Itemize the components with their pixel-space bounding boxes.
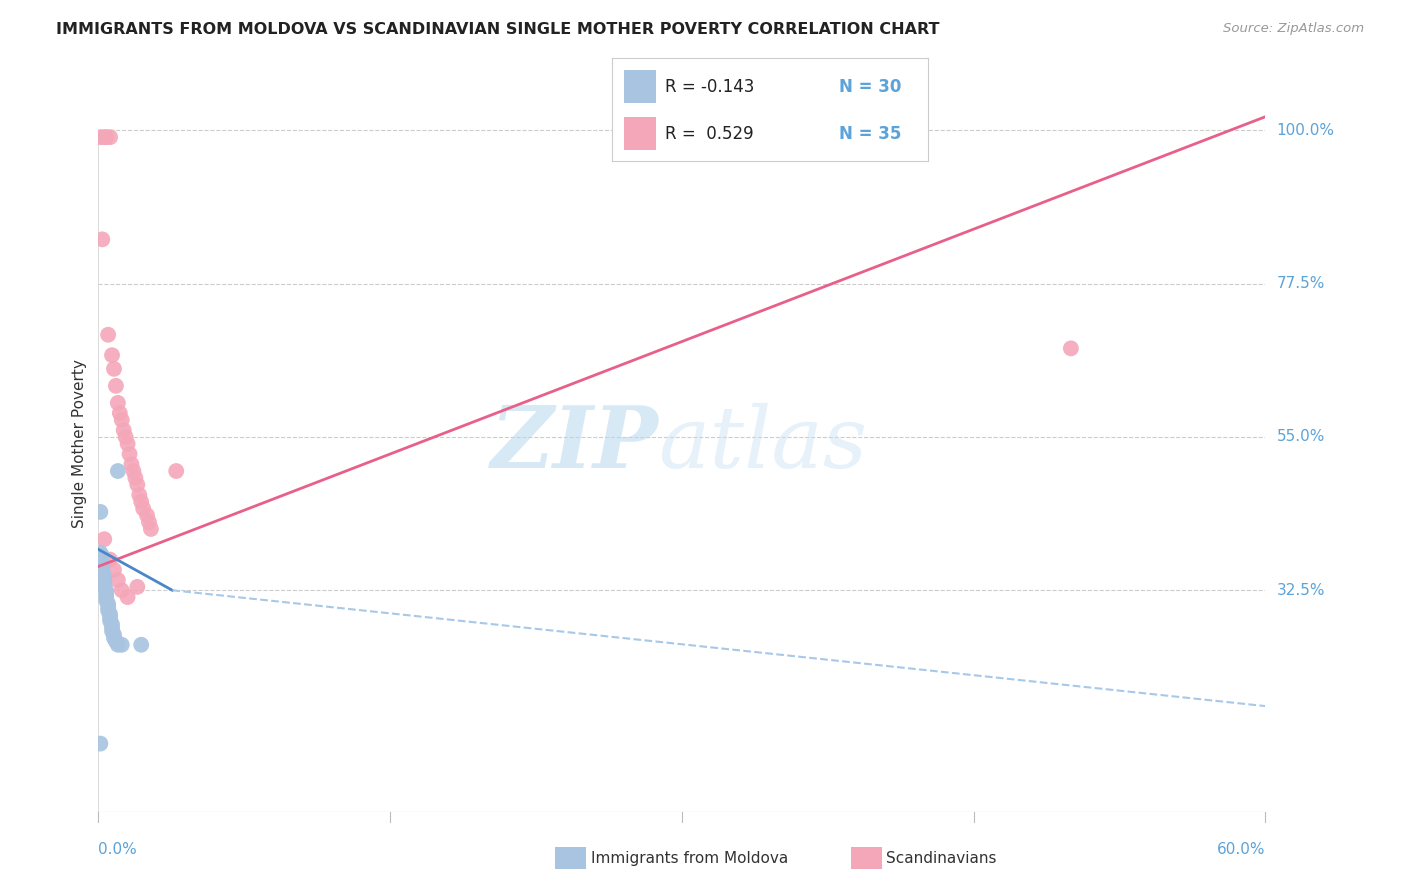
Point (1060, 342, 1083, 356)
Point (101, 624, 124, 639)
Point (104, 379, 127, 393)
Point (98, 552, 121, 566)
Point (91, 559, 114, 574)
Point (129, 638, 152, 652)
Point (112, 423, 135, 437)
Point (97, 600, 120, 615)
Text: Source: ZipAtlas.com: Source: ZipAtlas.com (1223, 22, 1364, 36)
Point (97, 327, 120, 342)
Point (117, 436, 139, 450)
Point (101, 617, 124, 632)
Point (127, 477, 149, 491)
Point (138, 515, 160, 529)
Point (89, 546, 111, 560)
Bar (624, 70, 655, 103)
Point (111, 413, 134, 427)
Point (98, 130, 121, 145)
Text: atlas: atlas (658, 402, 868, 485)
Point (93, 532, 115, 546)
Point (103, 627, 125, 641)
Point (98, 607, 121, 621)
Text: 0.0%: 0.0% (98, 842, 138, 857)
Point (103, 361, 125, 376)
Point (91, 563, 114, 577)
Text: N = 30: N = 30 (839, 78, 901, 95)
Point (121, 457, 143, 471)
Point (93, 576, 115, 591)
Point (93, 130, 115, 145)
Text: Scandinavians: Scandinavians (886, 851, 997, 865)
Point (107, 396, 129, 410)
Text: 32.5%: 32.5% (1277, 582, 1324, 598)
Point (129, 494, 152, 508)
Point (122, 464, 145, 478)
Point (98, 614, 121, 628)
Point (108, 406, 131, 420)
Point (93, 569, 115, 583)
Point (127, 580, 149, 594)
Bar (624, 118, 655, 150)
Point (107, 573, 129, 587)
Point (89, 737, 111, 751)
Point (107, 464, 129, 478)
Point (124, 471, 146, 485)
Point (93, 573, 115, 587)
Text: 60.0%: 60.0% (1218, 842, 1265, 857)
Point (136, 508, 159, 523)
Point (93, 580, 115, 594)
Point (96, 130, 118, 145)
Point (132, 501, 155, 516)
Point (89, 130, 111, 145)
Text: 55.0%: 55.0% (1277, 429, 1324, 444)
Point (103, 631, 125, 645)
Point (96, 583, 118, 598)
Point (101, 348, 124, 362)
Point (111, 583, 134, 598)
Text: R =  0.529: R = 0.529 (665, 125, 754, 143)
Text: N = 35: N = 35 (839, 125, 901, 143)
Point (117, 590, 139, 604)
Text: R = -0.143: R = -0.143 (665, 78, 755, 95)
Point (103, 563, 125, 577)
Point (96, 593, 118, 607)
Text: IMMIGRANTS FROM MOLDOVA VS SCANDINAVIAN SINGLE MOTHER POVERTY CORRELATION CHART: IMMIGRANTS FROM MOLDOVA VS SCANDINAVIAN … (56, 22, 939, 37)
Point (97, 604, 120, 618)
Point (128, 488, 150, 502)
Point (111, 638, 134, 652)
Point (96, 587, 118, 601)
Point (139, 522, 162, 536)
Point (114, 430, 136, 444)
Point (165, 464, 187, 478)
Text: 100.0%: 100.0% (1277, 123, 1334, 138)
Text: Immigrants from Moldova: Immigrants from Moldova (591, 851, 787, 865)
Point (96, 590, 118, 604)
Point (91, 549, 114, 564)
Text: ZIP: ZIP (491, 402, 658, 485)
Point (104, 634, 127, 648)
Point (91, 232, 114, 246)
Point (101, 621, 124, 635)
Point (97, 597, 120, 611)
Point (107, 638, 129, 652)
Y-axis label: Single Mother Poverty: Single Mother Poverty (72, 359, 87, 528)
Point (98, 610, 121, 624)
Point (118, 447, 141, 461)
Text: 77.5%: 77.5% (1277, 277, 1324, 291)
Point (89, 505, 111, 519)
